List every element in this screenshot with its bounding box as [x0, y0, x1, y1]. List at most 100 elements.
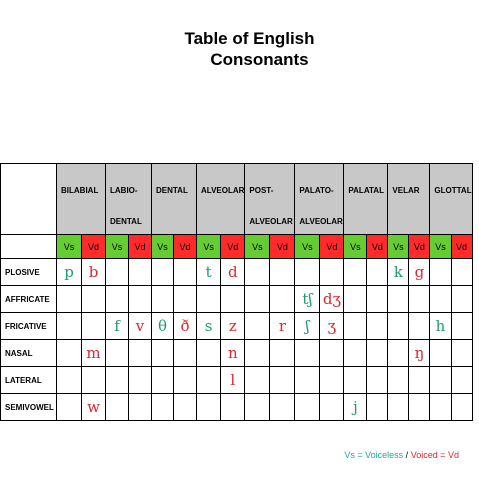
- voiceless-symbol: [244, 393, 271, 421]
- voiceless-symbol: [195, 393, 222, 421]
- voiceless-symbol: [429, 285, 452, 313]
- voiceless-cell: Vs: [387, 234, 410, 259]
- voiceless-symbol: [343, 366, 368, 394]
- voiceless-symbol: [244, 366, 271, 394]
- voiceless-symbol: [343, 258, 368, 286]
- voiceless-symbol: k: [387, 258, 410, 286]
- manner-label: NASAL: [0, 339, 57, 367]
- voiced-symbol: [450, 285, 473, 313]
- voiced-symbol: [173, 339, 197, 367]
- place-header: PALATO- ALVEOLAR: [294, 163, 345, 235]
- voiceless-cell: Vs: [294, 234, 321, 259]
- place-header: PALATAL: [343, 163, 389, 235]
- place-header: POST- ALVEOLAR: [244, 163, 296, 235]
- place-label-line1: LABIO-: [110, 186, 138, 195]
- voiced-cell: Vd: [81, 234, 106, 259]
- voiceless-symbol: [429, 393, 452, 421]
- voiceless-symbol: [294, 258, 321, 286]
- voiced-symbol: [173, 366, 197, 394]
- voiced-cell: Vd: [220, 234, 246, 259]
- voiced-symbol: [269, 339, 296, 367]
- voiceless-symbol: s: [195, 312, 222, 340]
- voiced-symbol: [450, 312, 473, 340]
- voiced-cell: Vd: [408, 234, 431, 259]
- voiceless-symbol: [387, 339, 410, 367]
- manner-label: LATERAL: [0, 366, 57, 394]
- consonant-table: BILABIAL LABIO- DENTAL DENTAL ALVEOLAR POST- A…: [0, 163, 473, 421]
- legend-voiceless: Vs = Voiceless: [344, 450, 404, 460]
- voiceless-cell: Vs: [343, 234, 368, 259]
- voiceless-symbol: [56, 312, 82, 340]
- voiced-symbol: [450, 258, 473, 286]
- manner-label: PLOSIVE: [0, 258, 57, 286]
- voiced-symbol: [408, 366, 431, 394]
- voiced-symbol: dʒ: [319, 285, 345, 313]
- voiced-symbol: [366, 312, 389, 340]
- voiced-symbol: [269, 366, 296, 394]
- place-label-line1: PALATAL: [348, 186, 384, 195]
- voiceless-symbol: [244, 285, 271, 313]
- title-line-1: Table of English: [184, 29, 315, 48]
- voiceless-symbol: [294, 366, 321, 394]
- voiceless-symbol: [105, 258, 129, 286]
- voiced-symbol: g: [408, 258, 431, 286]
- voiced-symbol: [173, 393, 197, 421]
- voiced-cell: Vd: [366, 234, 389, 259]
- voiced-symbol: d: [220, 258, 246, 286]
- voicing-blank-cell: [0, 234, 57, 259]
- voiceless-symbol: [343, 339, 368, 367]
- voiceless-symbol: j: [343, 393, 368, 421]
- voiceless-symbol: [294, 339, 321, 367]
- voicing-row: Vs Vd Vs Vd Vs Vd Vs Vd Vs Vd Vs Vd Vs Vd Vs Vd Vs Vd: [0, 234, 473, 259]
- voiceless-symbol: [244, 312, 271, 340]
- voiced-symbol: ð: [173, 312, 197, 340]
- voiced-symbol: z: [220, 312, 246, 340]
- voiceless-symbol: p: [56, 258, 82, 286]
- voiceless-symbol: [56, 339, 82, 367]
- voiced-symbol: [366, 339, 389, 367]
- voiceless-symbol: [387, 312, 410, 340]
- voiced-symbol: m: [81, 339, 106, 367]
- voiceless-symbol: [105, 366, 129, 394]
- voiceless-symbol: [151, 393, 174, 421]
- voiceless-symbol: [105, 393, 129, 421]
- voiced-symbol: [319, 258, 345, 286]
- voiced-symbol: ʒ: [319, 312, 345, 340]
- place-label-line1: VELAR: [392, 186, 420, 195]
- voiced-symbol: [128, 339, 152, 367]
- voiced-cell: Vd: [269, 234, 296, 259]
- voiced-symbol: [128, 258, 152, 286]
- voiced-cell: Vd: [128, 234, 152, 259]
- voiceless-cell: Vs: [244, 234, 271, 259]
- voiced-symbol: [366, 258, 389, 286]
- voiced-symbol: [408, 393, 431, 421]
- voiced-symbol: [408, 285, 431, 313]
- table-row: PLOSIVE p b t d k g: [0, 258, 473, 286]
- voiceless-symbol: [195, 285, 222, 313]
- voiceless-symbol: [195, 366, 222, 394]
- voiced-symbol: [450, 393, 473, 421]
- voiceless-symbol: t: [195, 258, 222, 286]
- place-header: BILABIAL: [56, 163, 106, 235]
- voiced-symbol: [408, 312, 431, 340]
- voiced-symbol: [366, 285, 389, 313]
- voiceless-cell: Vs: [56, 234, 82, 259]
- voiceless-symbol: [56, 366, 82, 394]
- voiceless-symbol: [151, 285, 174, 313]
- voiced-symbol: [366, 393, 389, 421]
- voiceless-symbol: tʃ: [294, 285, 321, 313]
- manner-label: AFFRICATE: [0, 285, 57, 313]
- legend-separator: /: [405, 450, 409, 460]
- voiced-symbol: [269, 393, 296, 421]
- place-label-line1: PALATO-: [299, 186, 334, 195]
- voiced-symbol: v: [128, 312, 152, 340]
- voiceless-symbol: [244, 258, 271, 286]
- voiced-symbol: ŋ: [408, 339, 431, 367]
- voiceless-symbol: [343, 285, 368, 313]
- voiceless-symbol: [151, 339, 174, 367]
- voiceless-symbol: [387, 393, 410, 421]
- voiceless-symbol: [387, 285, 410, 313]
- voiced-symbol: [81, 366, 106, 394]
- place-label-line2: DENTAL: [110, 217, 142, 226]
- voiced-symbol: [128, 393, 152, 421]
